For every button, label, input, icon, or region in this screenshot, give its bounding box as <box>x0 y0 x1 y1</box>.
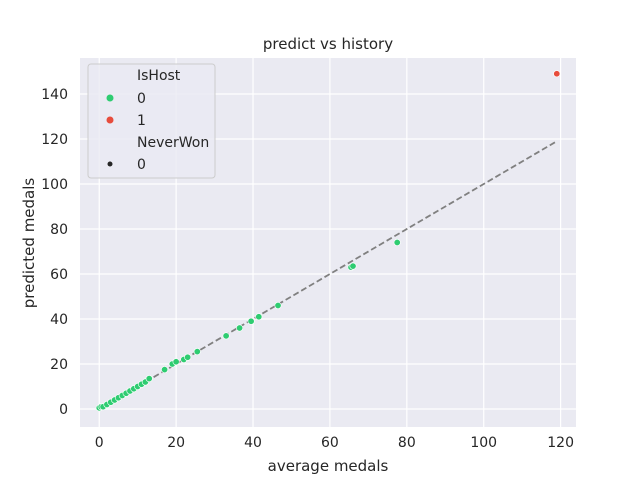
legend-hue-title: IsHost <box>137 68 181 84</box>
y-tick-label: 40 <box>50 312 68 328</box>
y-tick-label: 120 <box>41 132 68 148</box>
legend-label-hue-1: 1 <box>137 113 146 129</box>
data-point-ishost-0 <box>222 332 230 340</box>
data-point-ishost-0 <box>247 317 255 325</box>
y-tick-label: 60 <box>50 267 68 283</box>
y-tick-label: 0 <box>59 402 68 418</box>
legend-style-title: NeverWon <box>137 135 209 151</box>
legend-marker-style-0 <box>107 161 113 167</box>
legend-marker-hue-0 <box>106 94 114 102</box>
y-tick-label: 80 <box>50 222 68 238</box>
x-tick-label: 120 <box>547 435 574 451</box>
y-axis-title: predicted medals <box>20 178 38 309</box>
data-point-ishost-0 <box>172 358 180 366</box>
data-points <box>95 70 561 412</box>
data-point-ishost-0 <box>255 313 263 321</box>
legend-label-style-0: 0 <box>137 157 146 173</box>
data-point-ishost-0 <box>184 353 192 361</box>
data-point-ishost-0 <box>236 324 244 332</box>
data-point-ishost-0 <box>393 239 401 247</box>
data-point-ishost-0 <box>161 366 169 374</box>
data-point-ishost-0 <box>193 348 201 356</box>
legend-marker-hue-1 <box>106 116 114 124</box>
x-tick-label: 40 <box>244 435 262 451</box>
legend-box <box>87 63 216 179</box>
y-tick-labels: 0 20 40 60 80 100 120 140 <box>41 87 68 418</box>
x-tick-label: 100 <box>470 435 497 451</box>
reference-line <box>98 140 558 410</box>
grid-lines <box>80 58 576 427</box>
data-point-ishost-0 <box>349 262 357 270</box>
chart-title: predict vs history <box>263 35 393 53</box>
x-tick-label: 20 <box>167 435 185 451</box>
legend: IsHost 0 1 NeverWon 0 <box>87 63 216 179</box>
data-point-ishost-0 <box>145 375 153 383</box>
y-tick-label: 100 <box>41 177 68 193</box>
x-axis-title: average medals <box>268 457 389 475</box>
x-tick-label: 0 <box>95 435 104 451</box>
y-tick-label: 20 <box>50 357 68 373</box>
x-tick-label: 80 <box>398 435 416 451</box>
data-point-ishost-0 <box>274 301 282 309</box>
x-tick-label: 60 <box>321 435 339 451</box>
y-tick-label: 140 <box>41 87 68 103</box>
x-tick-labels: 0 20 40 60 80 100 120 <box>95 435 574 451</box>
legend-label-hue-0: 0 <box>137 91 146 107</box>
data-point-ishost-1 <box>553 70 561 78</box>
